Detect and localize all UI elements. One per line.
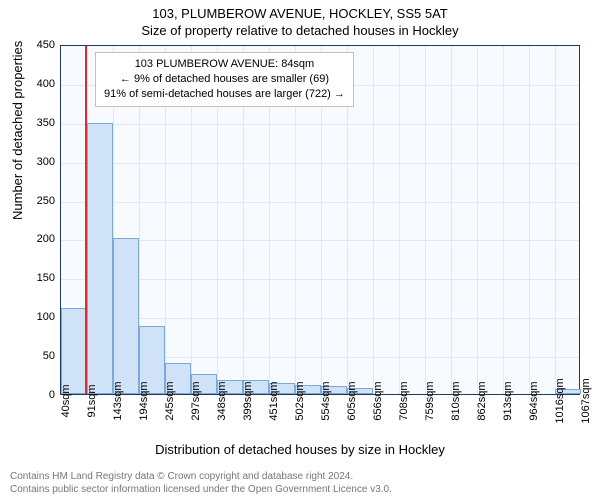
- xtick-label: 502sqm: [294, 381, 306, 420]
- gridline-v: [555, 46, 556, 394]
- ytick-label: 400: [37, 78, 55, 90]
- gridline-v: [451, 46, 452, 394]
- xtick-label: 245sqm: [164, 381, 176, 420]
- marker-line: [85, 46, 87, 394]
- xtick-label: 862sqm: [476, 381, 488, 420]
- xtick-label: 399sqm: [242, 381, 254, 420]
- ytick-label: 50: [43, 350, 55, 362]
- histogram-bar: [87, 123, 113, 394]
- histogram-bar: [113, 238, 139, 394]
- gridline-v: [373, 46, 374, 394]
- xtick-label: 605sqm: [346, 381, 358, 420]
- annotation-line: ← 9% of detached houses are smaller (69): [104, 72, 345, 87]
- annotation-line: 103 PLUMBEROW AVENUE: 84sqm: [104, 57, 345, 72]
- xtick-label: 554sqm: [320, 381, 332, 420]
- xtick-label: 656sqm: [372, 381, 384, 420]
- xtick-label: 297sqm: [190, 381, 202, 420]
- gridline-v: [477, 46, 478, 394]
- ytick-label: 100: [37, 311, 55, 323]
- ytick-label: 0: [49, 389, 55, 401]
- xtick-label: 348sqm: [216, 381, 228, 420]
- ytick-label: 250: [37, 195, 55, 207]
- xtick-label: 194sqm: [138, 381, 150, 420]
- xtick-label: 91sqm: [86, 384, 98, 417]
- xtick-label: 451sqm: [268, 381, 280, 420]
- xtick-label: 964sqm: [528, 381, 540, 420]
- footer-line: Contains public sector information licen…: [10, 484, 590, 497]
- xtick-label: 708sqm: [398, 381, 410, 420]
- ytick-label: 300: [37, 156, 55, 168]
- chart-title-sub: Size of property relative to detached ho…: [0, 23, 600, 38]
- histogram-bar: [61, 308, 87, 394]
- xaxis-title: Distribution of detached houses by size …: [0, 442, 600, 457]
- yaxis-title: Number of detached properties: [10, 41, 25, 220]
- gridline-v: [529, 46, 530, 394]
- ytick-label: 450: [37, 39, 55, 51]
- gridline-v: [425, 46, 426, 394]
- xtick-label: 143sqm: [112, 381, 124, 420]
- chart-title-main: 103, PLUMBEROW AVENUE, HOCKLEY, SS5 5AT: [0, 6, 600, 21]
- gridline-v: [503, 46, 504, 394]
- xtick-label: 913sqm: [502, 381, 514, 420]
- xtick-label: 1016sqm: [554, 378, 566, 423]
- ytick-label: 350: [37, 117, 55, 129]
- annotation-box: 103 PLUMBEROW AVENUE: 84sqm ← 9% of deta…: [95, 52, 354, 107]
- gridline-v: [399, 46, 400, 394]
- ytick-label: 200: [37, 233, 55, 245]
- footer-credits: Contains HM Land Registry data © Crown c…: [10, 471, 590, 496]
- xtick-label: 810sqm: [450, 381, 462, 420]
- xtick-label: 759sqm: [424, 381, 436, 420]
- annotation-line: 91% of semi-detached houses are larger (…: [104, 87, 345, 102]
- xtick-label: 1067sqm: [580, 378, 592, 423]
- plot-area: 103 PLUMBEROW AVENUE: 84sqm ← 9% of deta…: [60, 45, 580, 395]
- ytick-label: 150: [37, 272, 55, 284]
- xtick-label: 40sqm: [60, 384, 72, 417]
- footer-line: Contains HM Land Registry data © Crown c…: [10, 471, 590, 484]
